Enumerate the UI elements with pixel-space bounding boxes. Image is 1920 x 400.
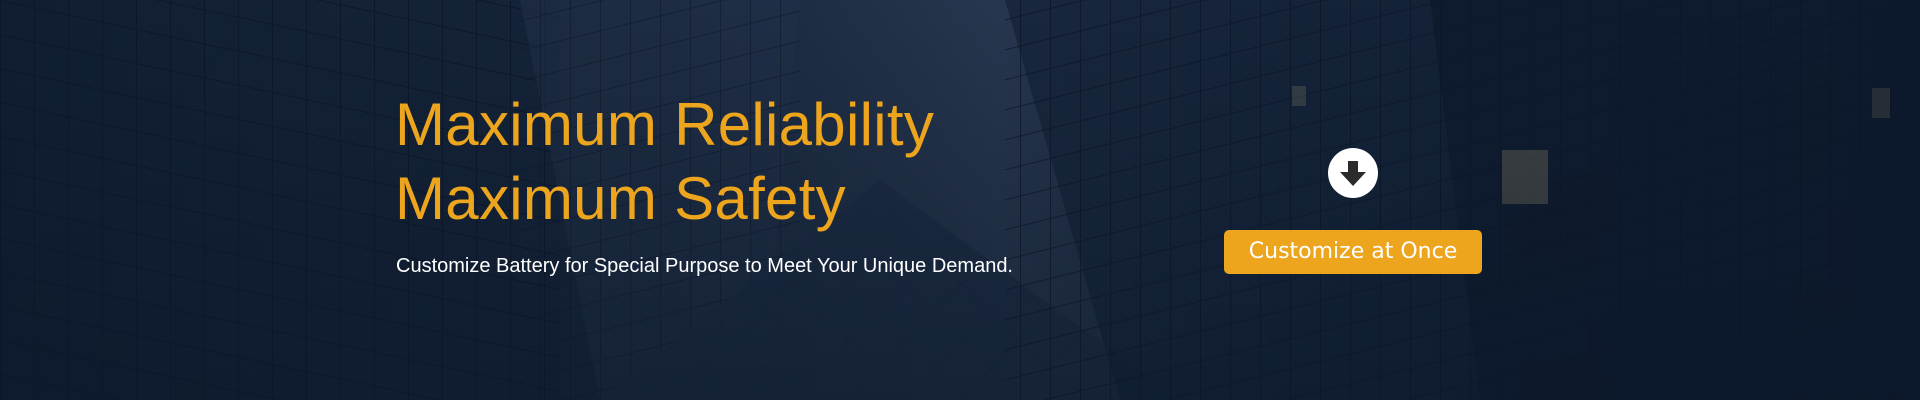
- headline-line-1: Maximum Reliability: [395, 91, 935, 158]
- subtitle: Customize Battery for Special Purpose to…: [396, 255, 1013, 277]
- arrow-down-icon: [1340, 161, 1366, 186]
- arrow-down-circle-icon[interactable]: [1328, 148, 1378, 198]
- headline: Maximum Reliability Maximum Safety: [395, 88, 934, 236]
- customize-at-once-button[interactable]: Customize at Once: [1224, 230, 1482, 274]
- headline-line-2: Maximum Safety: [395, 165, 846, 232]
